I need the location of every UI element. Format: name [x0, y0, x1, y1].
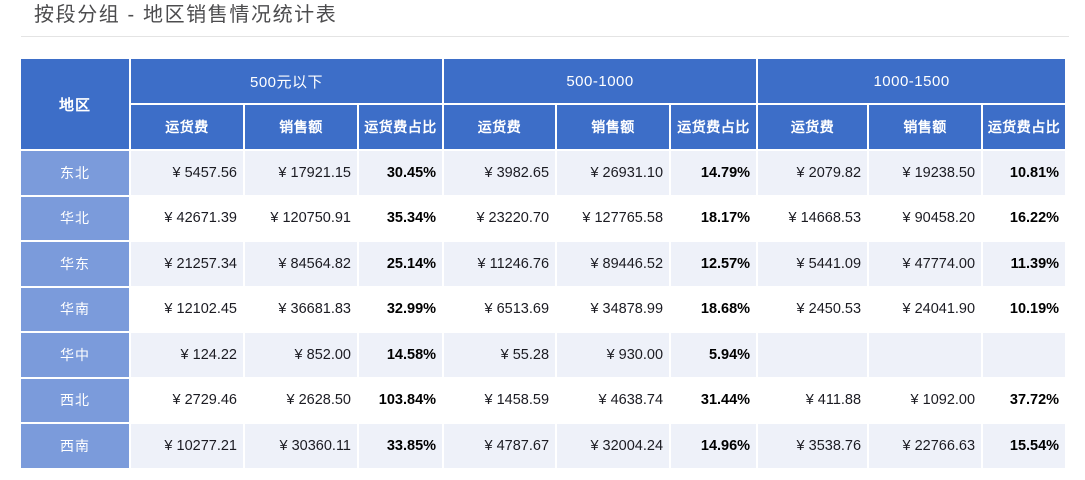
table-cell-huanan-cell-sales-g3: ¥ 24041.90: [869, 287, 982, 331]
region-label-xinan: 西南: [21, 424, 129, 468]
table-cell-xinan-cell-ratio-g1: 33.85%: [359, 424, 443, 468]
table-cell-huanan-cell-ratio-g2: 18.68%: [671, 287, 757, 331]
table-cell-huazhong-cell-ratio-g3: [983, 333, 1066, 377]
table-cell-huadong-cell-ratio-g2: 12.57%: [671, 242, 757, 286]
subheader-ratio-g2: 运货费占比: [671, 105, 757, 149]
table-cell-huabei-cell-freight-g1: ¥ 42671.39: [131, 196, 243, 240]
subheader-sales-g1: 销售额: [245, 105, 357, 149]
table-cell-huazhong-cell-freight-g3: [758, 333, 868, 377]
table-cell-xibei-cell-ratio-g3: 37.72%: [983, 378, 1066, 422]
table-cell-xibei-cell-sales-g3: ¥ 1092.00: [869, 378, 982, 422]
table-cell-huabei-cell-ratio-g1: 35.34%: [359, 196, 443, 240]
table-cell-huadong-cell-sales-g1: ¥ 84564.82: [245, 242, 357, 286]
table-cell-huanan-cell-ratio-g3: 10.19%: [983, 287, 1066, 331]
table-header: 地区 500元以下 500-1000 1000-1500 运货费 销售额 运货费…: [21, 59, 1066, 149]
region-label-huabei: 华北: [21, 196, 129, 240]
table-cell-dongbei-cell-ratio-g3: 10.81%: [983, 151, 1066, 195]
table-cell-xinan-cell-freight-g3: ¥ 3538.76: [758, 424, 868, 468]
subheader-ratio-g3: 运货费占比: [983, 105, 1066, 149]
table-cell-xibei-cell-freight-g3: ¥ 411.88: [758, 378, 868, 422]
table-cell-huazhong-cell-freight-g2: ¥ 55.28: [444, 333, 556, 377]
table-cell-xibei-cell-freight-g2: ¥ 1458.59: [444, 378, 556, 422]
table-cell-xinan-cell-freight-g2: ¥ 4787.67: [444, 424, 556, 468]
table-row-huabei: 华北 ¥ 42671.39 ¥ 120750.91 35.34% ¥ 23220…: [21, 196, 1066, 240]
table-cell-huanan-cell-freight-g1: ¥ 12102.45: [131, 287, 243, 331]
table-cell-huabei-cell-sales-g2: ¥ 127765.58: [557, 196, 670, 240]
table-cell-huazhong-cell-sales-g3: [869, 333, 982, 377]
table-cell-huazhong-cell-freight-g1: ¥ 124.22: [131, 333, 243, 377]
table-cell-dongbei-cell-sales-g3: ¥ 19238.50: [869, 151, 982, 195]
table-row-xinan: 西南 ¥ 10277.21 ¥ 30360.11 33.85% ¥ 4787.6…: [21, 424, 1066, 468]
table-cell-huadong-cell-freight-g2: ¥ 11246.76: [444, 242, 556, 286]
table-cell-huadong-cell-ratio-g1: 25.14%: [359, 242, 443, 286]
table-cell-huanan-cell-sales-g1: ¥ 36681.83: [245, 287, 357, 331]
table-cell-dongbei-cell-ratio-g1: 30.45%: [359, 151, 443, 195]
table-cell-huanan-cell-sales-g2: ¥ 34878.99: [557, 287, 670, 331]
table-cell-huadong-cell-sales-g2: ¥ 89446.52: [557, 242, 670, 286]
table-row-xibei: 西北 ¥ 2729.46 ¥ 2628.50 103.84% ¥ 1458.59…: [21, 378, 1066, 422]
table-cell-dongbei-cell-sales-g2: ¥ 26931.10: [557, 151, 670, 195]
table-cell-xinan-cell-sales-g3: ¥ 22766.63: [869, 424, 982, 468]
table-cell-huadong-cell-sales-g3: ¥ 47774.00: [869, 242, 982, 286]
table-cell-huazhong-cell-sales-g2: ¥ 930.00: [557, 333, 670, 377]
group-header-under-500: 500元以下: [131, 59, 443, 103]
region-label-xibei: 西北: [21, 378, 129, 422]
table-cell-huabei-cell-ratio-g3: 16.22%: [983, 196, 1066, 240]
region-label-huazhong: 华中: [21, 333, 129, 377]
table-cell-huadong-cell-ratio-g3: 11.39%: [983, 242, 1066, 286]
subheader-ratio-g1: 运货费占比: [359, 105, 443, 149]
table-row-huazhong: 华中 ¥ 124.22 ¥ 852.00 14.58% ¥ 55.28 ¥ 93…: [21, 333, 1066, 377]
table-body: 东北 ¥ 5457.56 ¥ 17921.15 30.45% ¥ 3982.65…: [21, 151, 1066, 468]
table-cell-xibei-cell-ratio-g2: 31.44%: [671, 378, 757, 422]
region-column-header: 地区: [21, 59, 129, 149]
region-label-huadong: 华东: [21, 242, 129, 286]
table-cell-dongbei-cell-sales-g1: ¥ 17921.15: [245, 151, 357, 195]
subheader-freight-g1: 运货费: [131, 105, 243, 149]
group-header-1000-1500: 1000-1500: [758, 59, 1066, 103]
region-sales-table: 地区 500元以下 500-1000 1000-1500 运货费 销售额 运货费…: [19, 57, 1067, 470]
table-cell-xibei-cell-sales-g2: ¥ 4638.74: [557, 378, 670, 422]
table-cell-huazhong-cell-ratio-g1: 14.58%: [359, 333, 443, 377]
table-cell-xinan-cell-ratio-g3: 15.54%: [983, 424, 1066, 468]
table-cell-xibei-cell-ratio-g1: 103.84%: [359, 378, 443, 422]
table-cell-huabei-cell-freight-g3: ¥ 14668.53: [758, 196, 868, 240]
table-cell-huadong-cell-freight-g1: ¥ 21257.34: [131, 242, 243, 286]
subheader-freight-g3: 运货费: [758, 105, 868, 149]
subheader-freight-g2: 运货费: [444, 105, 556, 149]
table-cell-xinan-cell-sales-g2: ¥ 32004.24: [557, 424, 670, 468]
table-cell-xinan-cell-freight-g1: ¥ 10277.21: [131, 424, 243, 468]
table-cell-dongbei-cell-freight-g3: ¥ 2079.82: [758, 151, 868, 195]
table-cell-dongbei-cell-freight-g2: ¥ 3982.65: [444, 151, 556, 195]
table-cell-huabei-cell-sales-g1: ¥ 120750.91: [245, 196, 357, 240]
table-row-dongbei: 东北 ¥ 5457.56 ¥ 17921.15 30.45% ¥ 3982.65…: [21, 151, 1066, 195]
table-cell-xinan-cell-sales-g1: ¥ 30360.11: [245, 424, 357, 468]
table-cell-huanan-cell-ratio-g1: 32.99%: [359, 287, 443, 331]
table-cell-huabei-cell-ratio-g2: 18.17%: [671, 196, 757, 240]
subheader-sales-g3: 销售额: [869, 105, 982, 149]
table-cell-dongbei-cell-freight-g1: ¥ 5457.56: [131, 151, 243, 195]
table-cell-xibei-cell-sales-g1: ¥ 2628.50: [245, 378, 357, 422]
table-cell-huabei-cell-freight-g2: ¥ 23220.70: [444, 196, 556, 240]
page-title: 按段分组 - 地区销售情况统计表: [34, 4, 338, 26]
table-row-huadong: 华东 ¥ 21257.34 ¥ 84564.82 25.14% ¥ 11246.…: [21, 242, 1066, 286]
subheader-sales-g2: 销售额: [557, 105, 670, 149]
table-cell-huanan-cell-freight-g3: ¥ 2450.53: [758, 287, 868, 331]
table-cell-huanan-cell-freight-g2: ¥ 6513.69: [444, 287, 556, 331]
measure-header-row: 运货费 销售额 运货费占比 运货费 销售额 运货费占比 运货费 销售额 运货费占…: [21, 105, 1066, 149]
region-label-huanan: 华南: [21, 287, 129, 331]
group-header-row: 地区 500元以下 500-1000 1000-1500: [21, 59, 1066, 149]
table-cell-huadong-cell-freight-g3: ¥ 5441.09: [758, 242, 868, 286]
table-cell-huazhong-cell-sales-g1: ¥ 852.00: [245, 333, 357, 377]
title-divider: [21, 36, 1069, 37]
table-cell-huazhong-cell-ratio-g2: 5.94%: [671, 333, 757, 377]
group-header-500-1000: 500-1000: [444, 59, 757, 103]
table-row-huanan: 华南 ¥ 12102.45 ¥ 36681.83 32.99% ¥ 6513.6…: [21, 287, 1066, 331]
region-label-dongbei: 东北: [21, 151, 129, 195]
table-cell-xibei-cell-freight-g1: ¥ 2729.46: [131, 378, 243, 422]
table-cell-huabei-cell-sales-g3: ¥ 90458.20: [869, 196, 982, 240]
table-cell-dongbei-cell-ratio-g2: 14.79%: [671, 151, 757, 195]
table-cell-xinan-cell-ratio-g2: 14.96%: [671, 424, 757, 468]
